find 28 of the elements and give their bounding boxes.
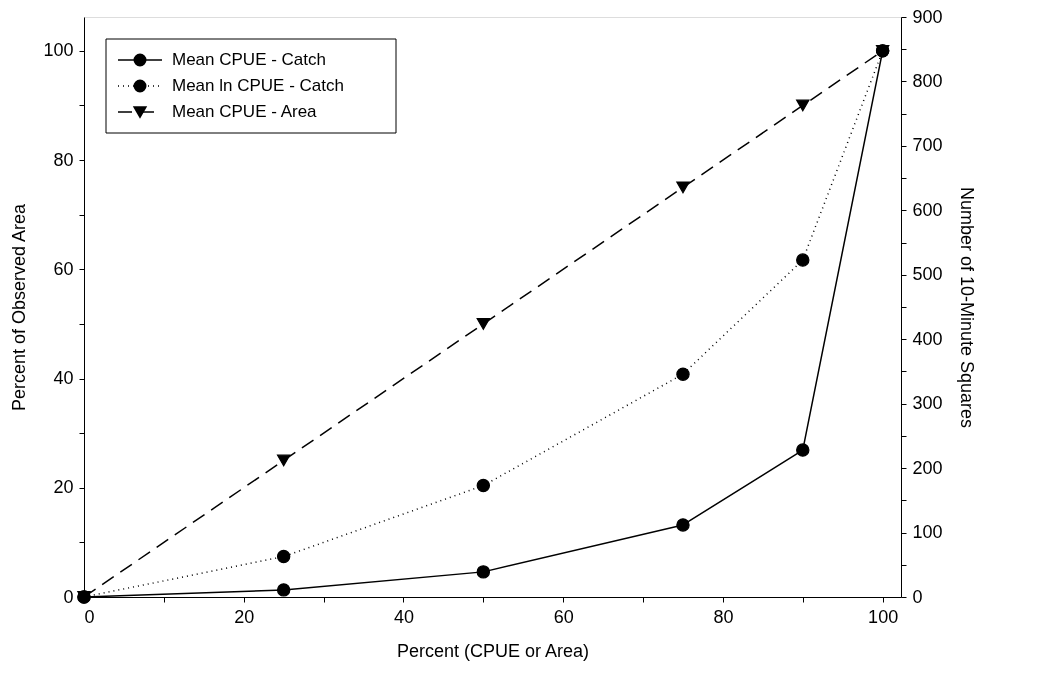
y2-axis-title: Number of 10-Minute Squares (956, 186, 977, 429)
legend-label: Mean ln CPUE - Catch (172, 76, 344, 95)
y-axis-title: Percent of Observed Area (9, 202, 30, 412)
y-tick-label: 0 (63, 586, 74, 607)
legend-label: Mean CPUE - Catch (172, 50, 326, 69)
y2-tick-label: 0 (912, 586, 923, 607)
y2-tick-label: 500 (912, 264, 943, 285)
x-tick-label: 20 (234, 606, 255, 627)
x-tick-label: 60 (553, 606, 574, 627)
y-tick-label: 60 (53, 258, 74, 279)
x-tick-label: 80 (713, 606, 734, 627)
y2-tick-label: 600 (912, 199, 943, 220)
y2-tick-label: 700 (912, 135, 943, 156)
y-tick-label: 40 (53, 368, 74, 389)
y-tick-label: 100 (43, 40, 74, 61)
y-tick-label: 80 (53, 149, 74, 170)
x-tick-label: 40 (393, 606, 414, 627)
y2-tick-label: 800 (912, 70, 943, 91)
x-axis-title: Percent (CPUE or Area) (396, 640, 590, 661)
y2-tick-label: 400 (912, 328, 943, 349)
x-tick-label: 100 (868, 606, 899, 627)
x-tick-label: 0 (84, 606, 95, 627)
legend-label: Mean CPUE - Area (172, 102, 318, 121)
y2-tick-label: 200 (912, 457, 943, 478)
y-tick-label: 20 (53, 477, 74, 498)
y2-tick-label: 300 (912, 393, 943, 414)
y2-tick-label: 100 (912, 522, 943, 543)
y2-tick-label: 900 (912, 6, 943, 27)
